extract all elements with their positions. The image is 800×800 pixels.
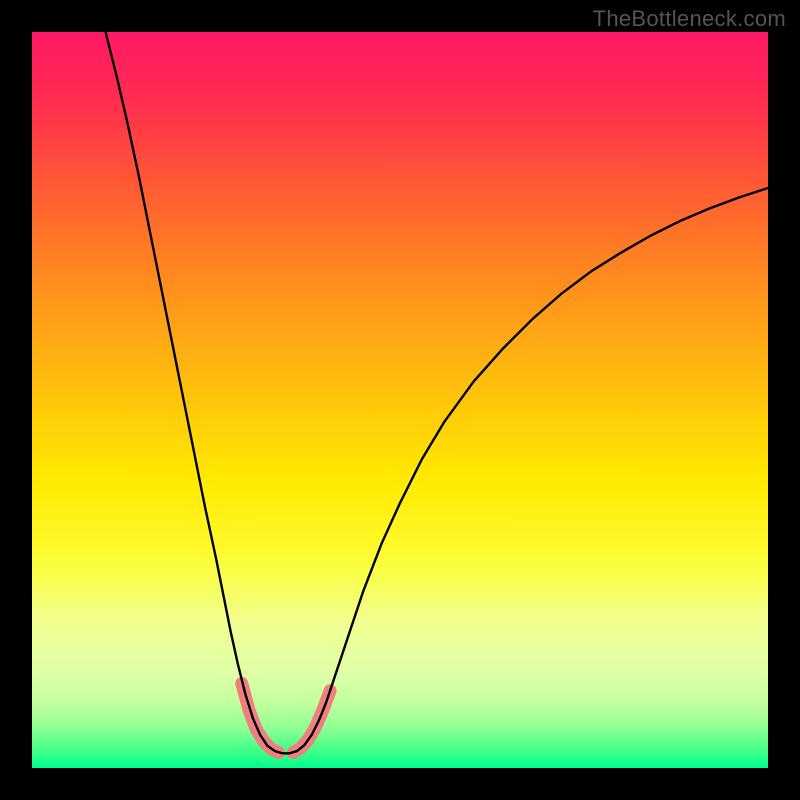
chart-svg bbox=[32, 32, 768, 768]
watermark-text: TheBottleneck.com bbox=[593, 6, 786, 32]
plot-area bbox=[32, 32, 768, 768]
chart-frame: TheBottleneck.com bbox=[0, 0, 800, 800]
gradient-background bbox=[32, 32, 768, 768]
